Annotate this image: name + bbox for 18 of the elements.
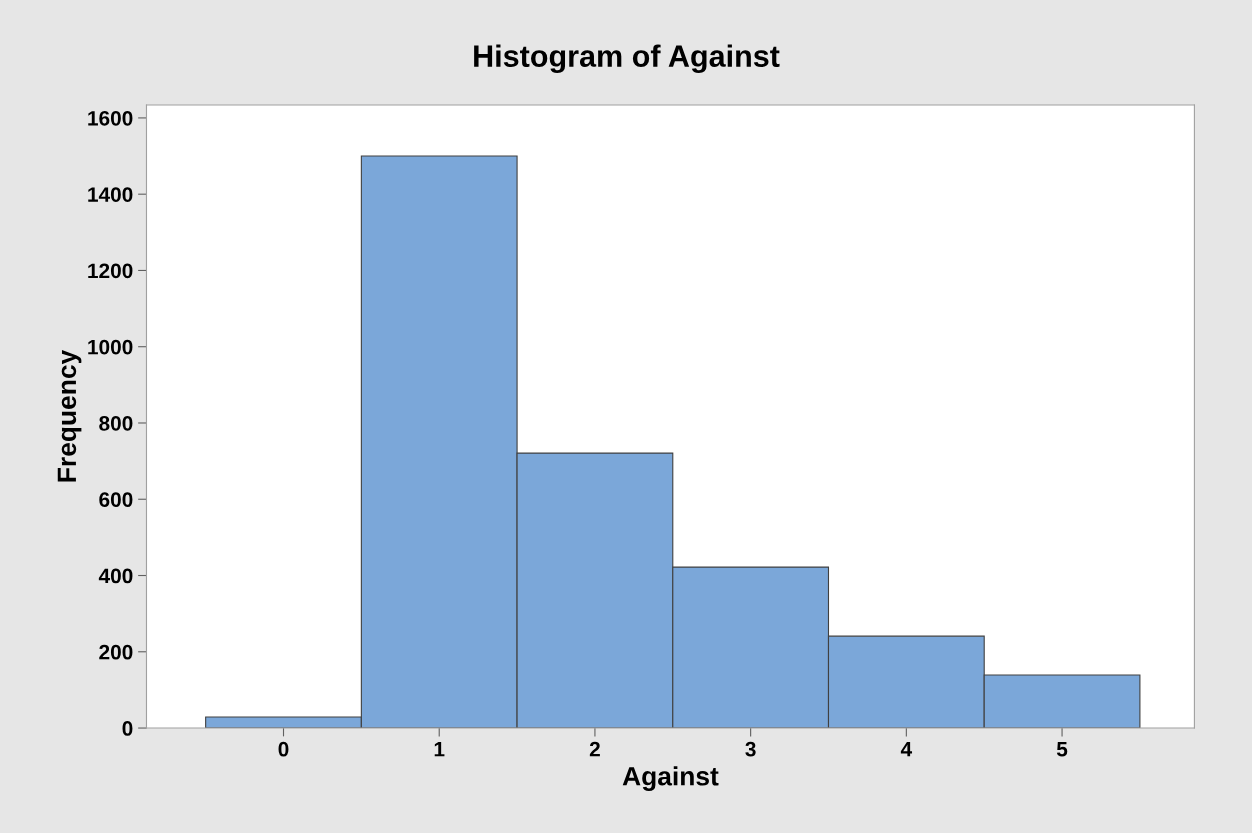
x-axis-title: Against bbox=[622, 766, 719, 791]
chart-title: Histogram of Against bbox=[474, 44, 780, 74]
y-tick-label: 600 bbox=[99, 492, 133, 507]
x-tick-label: 2 bbox=[589, 741, 600, 757]
y-tick-label: 800 bbox=[99, 415, 133, 431]
y-tick-label: 1400 bbox=[88, 187, 133, 202]
x-tick-label: 4 bbox=[900, 742, 913, 757]
x-tick-label: 5 bbox=[1056, 742, 1068, 757]
y-tick-label: 1200 bbox=[88, 263, 133, 279]
x-tick-label: 0 bbox=[278, 741, 289, 757]
y-tick-label: 400 bbox=[98, 568, 133, 584]
y-tick-label: 200 bbox=[99, 644, 133, 660]
y-axis-title: Frequency bbox=[57, 349, 82, 482]
y-tick-label: 1000 bbox=[88, 339, 133, 355]
x-tick-label: 1 bbox=[434, 742, 445, 757]
x-tick-label: 3 bbox=[745, 741, 756, 757]
y-tick-label: 0 bbox=[122, 721, 133, 736]
y-tick-label: 1600 bbox=[88, 110, 133, 126]
